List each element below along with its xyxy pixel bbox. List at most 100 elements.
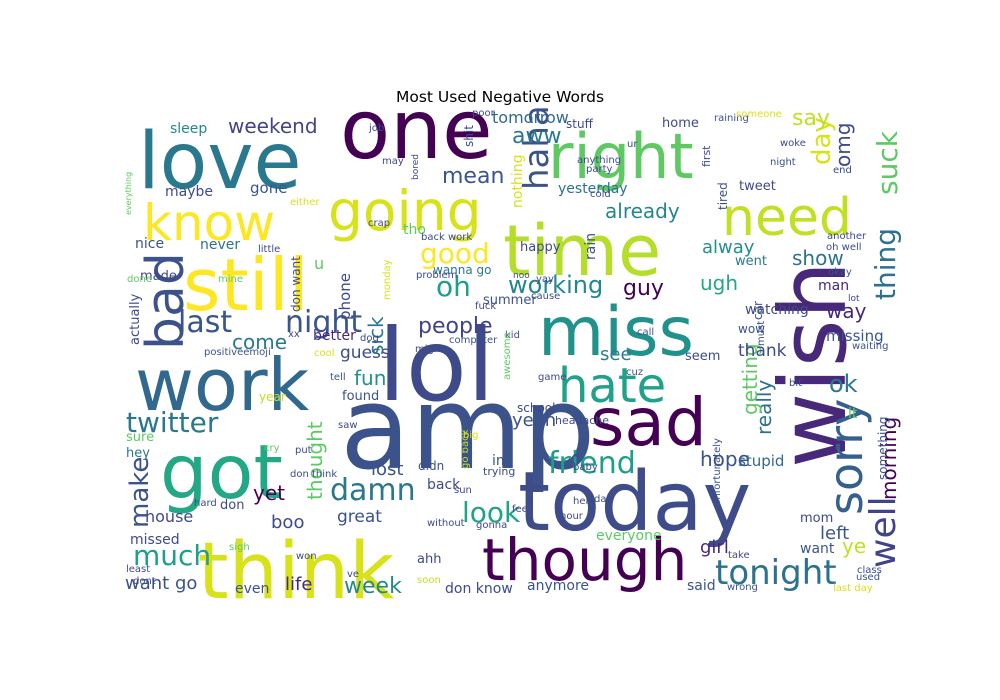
word-71: really (752, 380, 776, 435)
word-97: nothing (510, 155, 526, 208)
word-138: call (637, 327, 654, 338)
word-58: yeah (512, 410, 556, 431)
word-83: said (687, 578, 716, 594)
word-26: look (462, 496, 521, 529)
word-80: don know (445, 581, 513, 597)
word-160: headache (555, 414, 609, 427)
word-165: hour (560, 511, 584, 522)
word-117: didn (418, 459, 444, 473)
word-52: morning (877, 417, 901, 500)
word-20: bad (136, 252, 196, 350)
word-33: thing (869, 228, 902, 300)
word-78: missed (130, 532, 180, 548)
word-173: won (296, 551, 317, 562)
word-126: first (700, 145, 713, 167)
word-192: job (368, 123, 384, 134)
word-68: girl (700, 537, 729, 558)
word-171: least (126, 564, 150, 575)
word-89: nice (135, 236, 164, 252)
word-150: tell (330, 372, 346, 383)
word-120: hey (126, 446, 150, 461)
word-94: wanna go (433, 263, 492, 277)
word-96: rain (583, 233, 599, 260)
word-0: amp (340, 362, 596, 496)
word-144: computer (449, 335, 498, 346)
word-166: dad (594, 494, 613, 505)
word-172: dont (133, 576, 156, 587)
word-25: friend (548, 446, 636, 481)
word-70: sick (364, 316, 388, 355)
word-153: put (295, 445, 312, 456)
word-101: went (735, 254, 767, 269)
word-22: night (285, 305, 362, 340)
word-77: house (145, 507, 193, 526)
word-195: ur (627, 139, 638, 150)
word-24: tonight (715, 553, 837, 593)
word-198: cold (590, 189, 611, 200)
word-114: school (517, 401, 555, 415)
word-7: still (183, 243, 309, 327)
word-48: alway (702, 237, 755, 258)
word-47: ugh (700, 271, 738, 295)
word-130: night (770, 157, 796, 168)
word-67: want go (125, 573, 197, 594)
word-75: thought (303, 421, 327, 500)
word-88: maybe (165, 184, 213, 200)
word-37: mean (442, 164, 504, 189)
word-16: know (143, 194, 275, 252)
word-142: fuck (475, 301, 496, 312)
word-99: home (662, 116, 699, 131)
word-35: say (792, 106, 830, 131)
word-102: man (818, 278, 849, 294)
word-51: ok (829, 370, 858, 398)
word-124: year (259, 390, 286, 404)
word-200: mine (218, 274, 243, 285)
word-185: little (258, 244, 280, 255)
word-32: suck (871, 130, 904, 195)
word-133: oh well (826, 242, 862, 253)
word-90: never (200, 237, 240, 253)
word-184: crap (368, 218, 390, 229)
word-154: don think (290, 469, 337, 480)
word-175: soon (417, 575, 441, 586)
word-69: left (820, 523, 849, 544)
word-18: hate (558, 358, 666, 414)
word-62: yet (253, 481, 285, 505)
word-65: week (344, 574, 402, 599)
word-132: another (827, 231, 867, 242)
word-111: actually (128, 293, 143, 345)
word-64: great (337, 507, 382, 527)
word-40: weekend (228, 114, 318, 138)
word-159: awesome (502, 332, 513, 380)
word-76: missing (826, 327, 884, 345)
word-108: phone (336, 273, 354, 320)
word-163: unfortunately (712, 438, 723, 506)
word-121: ahh (417, 552, 441, 567)
word-176: wrong (727, 582, 758, 593)
word-8: wish (760, 261, 867, 468)
word-30: good (420, 237, 490, 270)
word-82: everyone (596, 528, 662, 544)
word-3: today (518, 455, 751, 550)
word-194: poor (472, 108, 496, 119)
word-152: cry (264, 443, 280, 454)
word-178: must (756, 321, 767, 346)
word-29: well (863, 496, 904, 568)
word-105: tweet (739, 179, 776, 194)
word-43: already (605, 199, 680, 223)
word-46: show (792, 246, 844, 270)
word-5: time (503, 210, 661, 292)
word-146: dog (360, 333, 379, 344)
word-147: positiveemoji (204, 347, 271, 358)
word-179: class (857, 565, 882, 576)
word-74: stupid (738, 452, 784, 470)
word-17: need (722, 188, 852, 248)
word-128: someone (736, 109, 782, 120)
word-139: cuz (626, 367, 643, 378)
word-91: made (140, 269, 177, 284)
word-186: back work (421, 232, 472, 243)
word-155: go back (460, 429, 471, 469)
word-137: bit (789, 378, 802, 389)
word-21: twitter (126, 406, 219, 439)
